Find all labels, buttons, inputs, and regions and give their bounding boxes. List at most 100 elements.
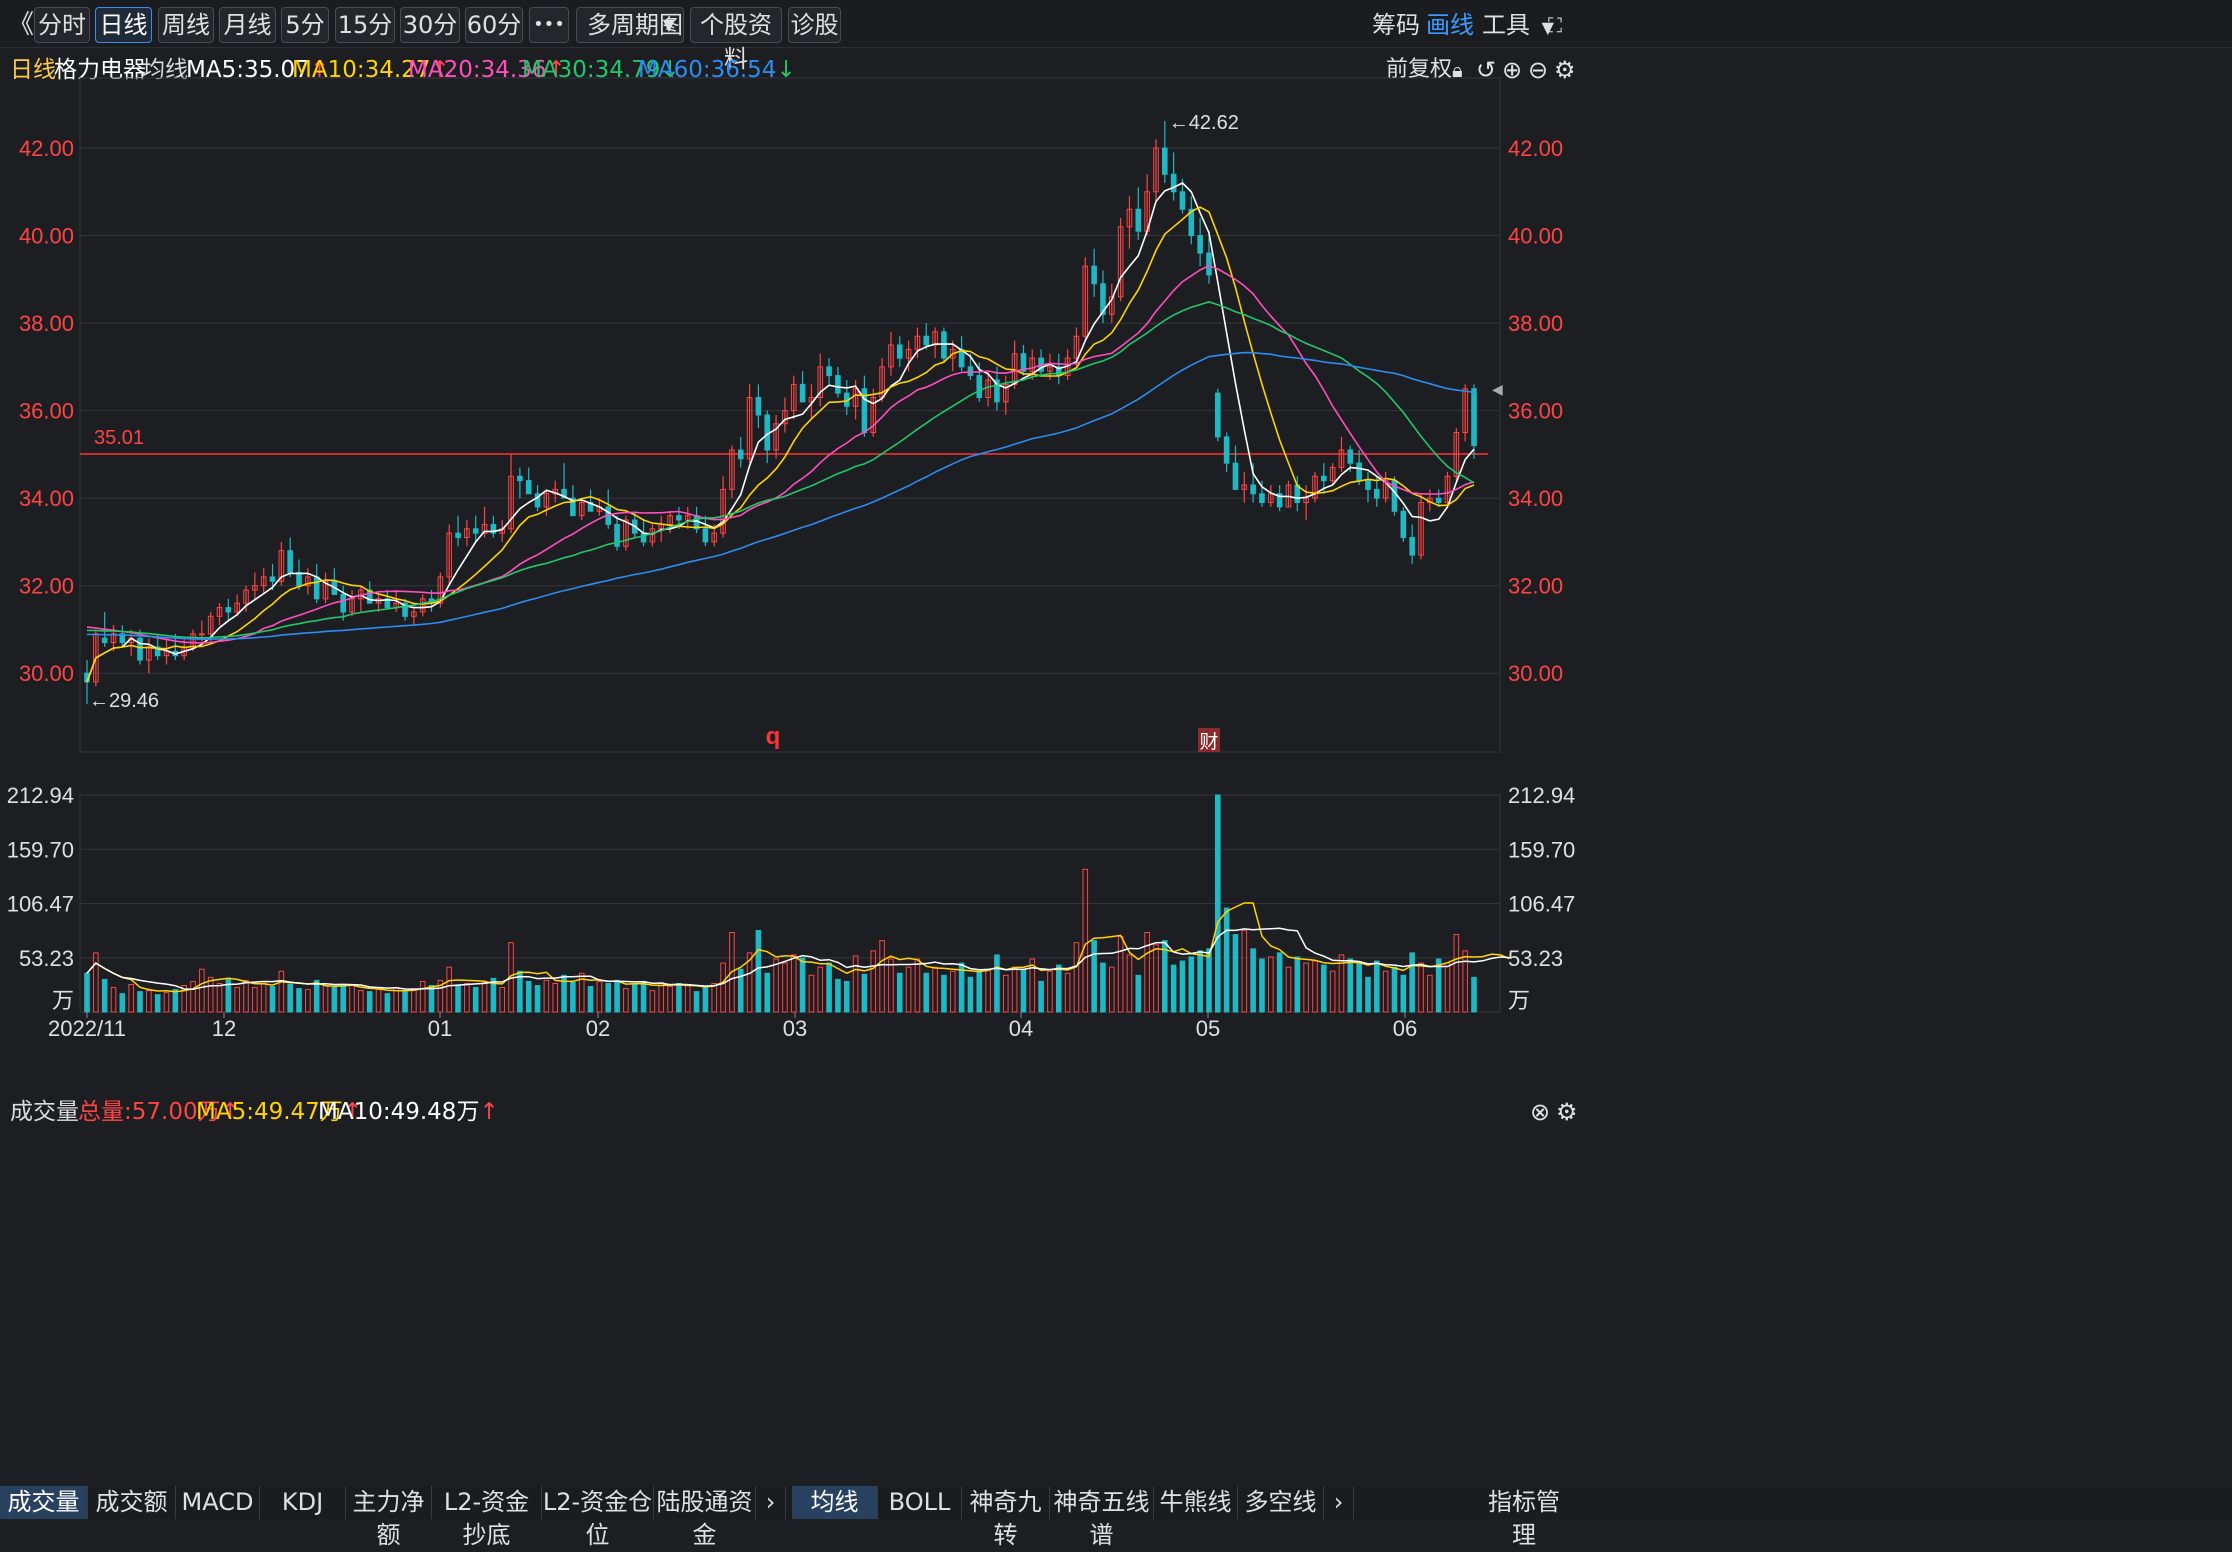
period-tab-15min[interactable]: 15分 xyxy=(335,7,395,43)
volume-settings-icon[interactable]: ⚙ xyxy=(1556,1098,1578,1126)
finance-marker-bg xyxy=(1198,728,1220,752)
price-tick-right: 40.00 xyxy=(1508,224,1563,249)
settings-icon[interactable]: ⚙ xyxy=(1554,56,1576,84)
volume-bar xyxy=(905,966,912,1013)
volume-bar xyxy=(1029,958,1036,1013)
tab-magic-nine[interactable]: 神奇九转 xyxy=(962,1486,1050,1549)
volume-tick-right: 万 xyxy=(1508,988,1530,1013)
period-tab-weekly[interactable]: 周线 xyxy=(158,7,214,43)
multi-period-dropdown[interactable]: 多周期图 ▼ xyxy=(576,7,684,43)
close-volume-icon[interactable]: ⊗ xyxy=(1530,1098,1551,1126)
x-axis-label: 12 xyxy=(212,1016,236,1041)
candle-body xyxy=(534,493,541,508)
volume-bar xyxy=(861,973,868,1013)
zoom-out-icon[interactable]: ⊖ xyxy=(1528,56,1549,84)
candle-body xyxy=(1321,475,1327,482)
volume-bar xyxy=(1462,950,1468,1013)
tabs-next2-icon[interactable]: › xyxy=(1324,1486,1354,1519)
volume-bar xyxy=(1232,934,1239,1013)
period-tab-60min[interactable]: 60分 xyxy=(465,7,523,43)
tools-menu-button[interactable]: 工具 ▼ xyxy=(1482,7,1554,46)
candle-body xyxy=(296,572,302,587)
volume-bar xyxy=(1170,964,1177,1013)
tab-l2-bottom[interactable]: L2-资金抄底 xyxy=(432,1486,542,1549)
tab-l2-position[interactable]: L2-资金仓位 xyxy=(542,1486,654,1549)
candle-body xyxy=(799,383,806,403)
volume-bar xyxy=(1347,958,1354,1013)
volume-bar xyxy=(879,940,885,1013)
volume-bar xyxy=(1073,942,1080,1013)
candle-body xyxy=(1161,147,1168,175)
volume-bar xyxy=(1356,962,1362,1013)
collapse-icon[interactable]: 《 xyxy=(8,10,35,40)
tab-turnover[interactable]: 成交额 xyxy=(88,1486,176,1519)
period-tab-5min[interactable]: 5分 xyxy=(281,7,329,43)
tabs-next-icon[interactable]: › xyxy=(756,1486,786,1519)
volume-bar xyxy=(137,991,143,1013)
volume-bar xyxy=(93,952,99,1013)
volume-bar xyxy=(808,974,815,1013)
draw-line-button[interactable]: 画线 xyxy=(1426,11,1474,39)
candle-body xyxy=(1215,392,1221,438)
volume-bar xyxy=(684,983,691,1013)
period-tab-monthly[interactable]: 月线 xyxy=(219,7,276,43)
undo-icon[interactable]: ↺ xyxy=(1476,56,1497,84)
stock-profile-button[interactable]: 个股资料 xyxy=(690,7,782,73)
volume-bar xyxy=(1418,962,1424,1013)
volume-tick-right: 53.23 xyxy=(1508,946,1563,971)
volume-bar xyxy=(1020,968,1027,1013)
volume-bar xyxy=(623,988,629,1013)
candle-body xyxy=(1329,467,1336,482)
lock-icon[interactable]: 🔒︎ xyxy=(1452,58,1463,82)
diagnose-button[interactable]: 诊股 xyxy=(788,7,841,43)
candle-body xyxy=(322,580,329,600)
candle-body xyxy=(826,366,832,377)
candle-body xyxy=(278,550,285,582)
low-annotation: ←29.46 xyxy=(89,690,159,712)
volume-bar xyxy=(870,950,877,1013)
tab-boll[interactable]: BOLL xyxy=(878,1486,962,1519)
volume-bar xyxy=(1268,956,1274,1013)
volume-bar xyxy=(1047,970,1053,1013)
tab-magic-five[interactable]: 神奇五线谱 xyxy=(1050,1486,1154,1549)
tab-bull-bear[interactable]: 牛熊线 xyxy=(1154,1486,1238,1519)
dropdown-caret-icon: ▼ xyxy=(662,15,675,34)
tab-indicator-manage[interactable]: 指标管理 xyxy=(1488,1488,1560,1549)
volume-bar xyxy=(1365,976,1371,1013)
tab-northbound[interactable]: 陆股通资金 xyxy=(654,1486,756,1549)
period-label: 日线 xyxy=(10,57,56,83)
fullscreen-icon[interactable]: ⛶ xyxy=(1548,13,1562,37)
candle-body xyxy=(1268,493,1274,504)
volume-bar xyxy=(755,929,762,1013)
period-tab-daily[interactable]: 日线 xyxy=(95,7,152,43)
high-annotation: ←42.62 xyxy=(1169,112,1239,134)
tab-ma[interactable]: 均线 xyxy=(792,1486,878,1519)
more-periods-button[interactable]: ••• xyxy=(529,7,569,43)
volume-bar xyxy=(1329,970,1336,1013)
tab-volume[interactable]: 成交量 xyxy=(0,1486,88,1519)
tab-main-net[interactable]: 主力净额 xyxy=(346,1486,432,1549)
candle-body xyxy=(508,475,514,530)
tab-kdj[interactable]: KDJ xyxy=(260,1486,346,1519)
volume-bar xyxy=(181,985,187,1013)
tools-label: 工具 xyxy=(1482,11,1530,39)
volume-bar xyxy=(464,982,470,1013)
period-tab-30min[interactable]: 30分 xyxy=(400,7,460,43)
volume-bar xyxy=(322,985,329,1013)
volume-bar xyxy=(305,989,311,1013)
candle-body xyxy=(967,366,974,377)
period-tab-fenshi[interactable]: 分时 xyxy=(34,7,90,43)
volume-bar xyxy=(914,958,921,1013)
volume-bar xyxy=(1215,794,1221,1013)
chip-button[interactable]: 筹码 xyxy=(1372,11,1420,39)
volume-bar xyxy=(260,982,267,1013)
tab-long-short[interactable]: 多空线 xyxy=(1238,1486,1324,1519)
candle-body xyxy=(269,576,276,582)
volume-tick-right: 212.94 xyxy=(1508,783,1575,808)
volume-bar xyxy=(411,988,417,1013)
volume-bar xyxy=(976,970,983,1013)
tab-macd[interactable]: MACD xyxy=(176,1486,260,1519)
zoom-in-icon[interactable]: ⊕ xyxy=(1502,56,1523,84)
volume-bar xyxy=(773,958,779,1013)
kline-chart[interactable]: 42.00 42.00 40.00 40.00 38.00 38.00 36.00 36.00… xyxy=(0,0,2232,1486)
